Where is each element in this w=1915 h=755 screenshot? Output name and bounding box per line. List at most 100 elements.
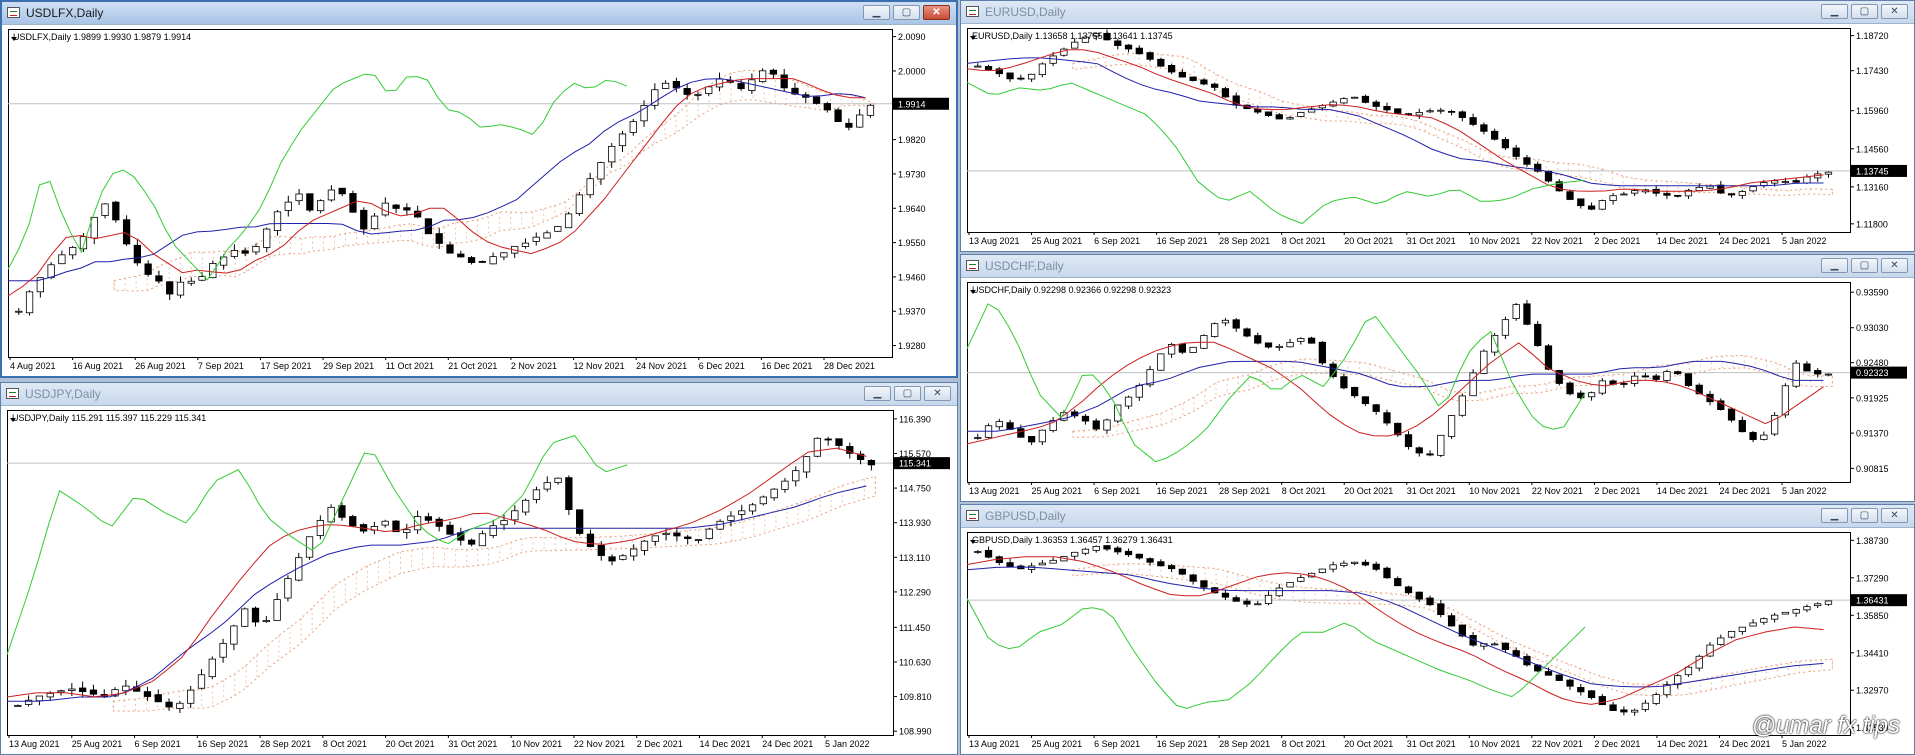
candle-body bbox=[629, 121, 637, 133]
x-tick-label: 6 Sep 2021 bbox=[1094, 486, 1140, 496]
candle-body bbox=[1329, 101, 1337, 107]
candle-body bbox=[1426, 453, 1434, 456]
close-button[interactable]: ✕ bbox=[924, 386, 951, 401]
minimize-button[interactable]: ▁ bbox=[864, 386, 891, 401]
candle-body bbox=[511, 510, 519, 521]
candle-body bbox=[155, 275, 163, 282]
candle-body bbox=[738, 510, 746, 515]
maximize-button[interactable]: ▢ bbox=[893, 5, 920, 20]
chart-plot-area[interactable]: 1.18720 1.17430 1.15960 1.14560 1.13745 1.131… bbox=[967, 28, 1908, 246]
chart-plot-area[interactable]: 116.390 115.570 115.341 114.750 113.930 113.1… bbox=[7, 410, 951, 749]
candle-body bbox=[1221, 592, 1230, 598]
window-titlebar[interactable]: EURUSD,Daily ▁ ▢ ✕ bbox=[961, 1, 1914, 24]
candle-body bbox=[1114, 547, 1122, 553]
tenkan-sen-line bbox=[8, 78, 866, 297]
y-tick-label: 1.9460 bbox=[898, 272, 926, 282]
chart-window-icon bbox=[966, 260, 979, 271]
x-tick-label: 22 Nov 2021 bbox=[1532, 486, 1583, 496]
candle-body bbox=[1254, 603, 1262, 606]
candle-body bbox=[101, 203, 109, 216]
chart-svg[interactable]: 2.0090 2.0000 1.9914 1.9820 1.9730 1.9640 1.95… bbox=[8, 29, 950, 371]
candle-body bbox=[133, 244, 141, 264]
candle-body bbox=[209, 263, 217, 279]
y-tick-label: 1.9370 bbox=[898, 307, 926, 317]
chart-menu-icon bbox=[11, 37, 17, 41]
candle-body bbox=[1792, 609, 1800, 614]
candle-body bbox=[1749, 186, 1757, 192]
maximize-button[interactable]: ▢ bbox=[1851, 258, 1878, 273]
close-button[interactable]: ✕ bbox=[923, 5, 950, 20]
window-titlebar[interactable]: USDLFX,Daily ▁ ▢ ✕ bbox=[2, 2, 956, 25]
chart-window-eurusd[interactable]: EURUSD,Daily ▁ ▢ ✕ 1.18720 1.17430 1.15960… bbox=[960, 0, 1915, 252]
y-tick-label: 1.9550 bbox=[898, 238, 926, 248]
close-button[interactable]: ✕ bbox=[1881, 508, 1908, 523]
candle-body bbox=[1340, 98, 1348, 104]
ichimoku-cloud bbox=[1072, 563, 1833, 697]
candle-body bbox=[1598, 696, 1606, 706]
chart-plot-area[interactable]: 2.0090 2.0000 1.9914 1.9820 1.9730 1.9640 1.95… bbox=[8, 29, 950, 371]
x-tick-label: 10 Nov 2021 bbox=[511, 739, 562, 749]
candle-body bbox=[1372, 563, 1380, 570]
candle-body bbox=[1814, 370, 1822, 375]
y-tick-label: 110.630 bbox=[899, 657, 931, 667]
candle-body bbox=[1189, 574, 1197, 582]
minimize-button[interactable]: ▁ bbox=[1821, 4, 1848, 19]
chart-window-icon bbox=[7, 7, 20, 18]
candle-body bbox=[1254, 335, 1262, 344]
x-tick-label: 28 Sep 2021 bbox=[260, 739, 311, 749]
y-tick-label: 1.32970 bbox=[1856, 686, 1889, 696]
x-tick-label: 28 Sep 2021 bbox=[1219, 739, 1270, 749]
candle-body bbox=[1491, 335, 1499, 353]
chart-svg[interactable]: 1.38730 1.37290 1.36431 1.35850 1.34410 1.329… bbox=[967, 532, 1908, 749]
symbol-ohlc-header: GBPUSD,Daily 1.36353 1.36457 1.36279 1.3… bbox=[972, 535, 1173, 545]
candle-body bbox=[112, 201, 120, 221]
y-tick-label: 0.93030 bbox=[1856, 323, 1889, 333]
chart-window-icon bbox=[966, 6, 979, 17]
chart-window-usdjpy[interactable]: USDJPY,Daily ▁ ▢ ✕ 116.390 115.570 115.341… bbox=[0, 382, 958, 755]
close-button[interactable]: ✕ bbox=[1881, 258, 1908, 273]
candle-body bbox=[478, 261, 486, 263]
y-tick-label: 1.9820 bbox=[898, 135, 926, 145]
candle-body bbox=[36, 277, 44, 293]
minimize-button[interactable]: ▁ bbox=[1821, 258, 1848, 273]
chart-window-usdchf[interactable]: USDCHF,Daily ▁ ▢ ✕ 0.93590 0.93030 0.92480… bbox=[960, 254, 1915, 502]
kijun-sen-line bbox=[967, 360, 1824, 432]
minimize-button[interactable]: ▁ bbox=[863, 5, 890, 20]
candle-body bbox=[46, 692, 54, 698]
candle-body bbox=[846, 446, 854, 454]
candle-body bbox=[1749, 432, 1757, 440]
chart-plot-area[interactable]: 1.38730 1.37290 1.36431 1.35850 1.34410 1.329… bbox=[967, 532, 1908, 749]
close-button[interactable]: ✕ bbox=[1881, 4, 1908, 19]
x-tick-label: 22 Nov 2021 bbox=[574, 739, 625, 749]
maximize-button[interactable]: ▢ bbox=[1851, 4, 1878, 19]
chart-window-gbpusd[interactable]: GBPUSD,Daily ▁ ▢ ✕ 1.38730 1.37290 1.36431… bbox=[960, 504, 1915, 755]
candle-body bbox=[1760, 618, 1768, 623]
candle-body bbox=[15, 310, 23, 313]
candle-body bbox=[1383, 567, 1391, 579]
candle-body bbox=[1620, 709, 1628, 713]
chart-plot-area[interactable]: 0.93590 0.93030 0.92480 0.92323 0.91925 0.913… bbox=[967, 282, 1908, 496]
candle-body bbox=[1738, 420, 1746, 433]
chart-window-usdlfx[interactable]: USDLFX,Daily ▁ ▢ ✕ 2.0090 2.0000 1.9914 1.9… bbox=[0, 0, 958, 378]
x-tick-label: 16 Dec 2021 bbox=[761, 361, 812, 371]
candle-body bbox=[1555, 370, 1563, 384]
maximize-button[interactable]: ▢ bbox=[1851, 508, 1878, 523]
y-tick-label: 1.15960 bbox=[1856, 106, 1889, 116]
symbol-ohlc-header: USDCHF,Daily 0.92298 0.92366 0.92298 0.9… bbox=[972, 285, 1172, 295]
candle-body bbox=[219, 642, 227, 658]
candle-body bbox=[1674, 371, 1682, 375]
last-price-label-bg bbox=[1851, 164, 1907, 177]
window-titlebar[interactable]: USDCHF,Daily ▁ ▢ ✕ bbox=[961, 255, 1914, 278]
candle-body bbox=[284, 578, 292, 599]
minimize-button[interactable]: ▁ bbox=[1821, 508, 1848, 523]
y-tick-label: 116.390 bbox=[899, 414, 931, 424]
candle-body bbox=[651, 89, 659, 106]
candle-body bbox=[694, 539, 703, 541]
window-titlebar[interactable]: USDJPY,Daily ▁ ▢ ✕ bbox=[1, 383, 957, 406]
chart-svg[interactable]: 1.18720 1.17430 1.15960 1.14560 1.13745 1.131… bbox=[967, 28, 1908, 246]
maximize-button[interactable]: ▢ bbox=[894, 386, 921, 401]
window-titlebar[interactable]: GBPUSD,Daily ▁ ▢ ✕ bbox=[961, 505, 1914, 528]
chart-menu-icon bbox=[970, 540, 976, 544]
